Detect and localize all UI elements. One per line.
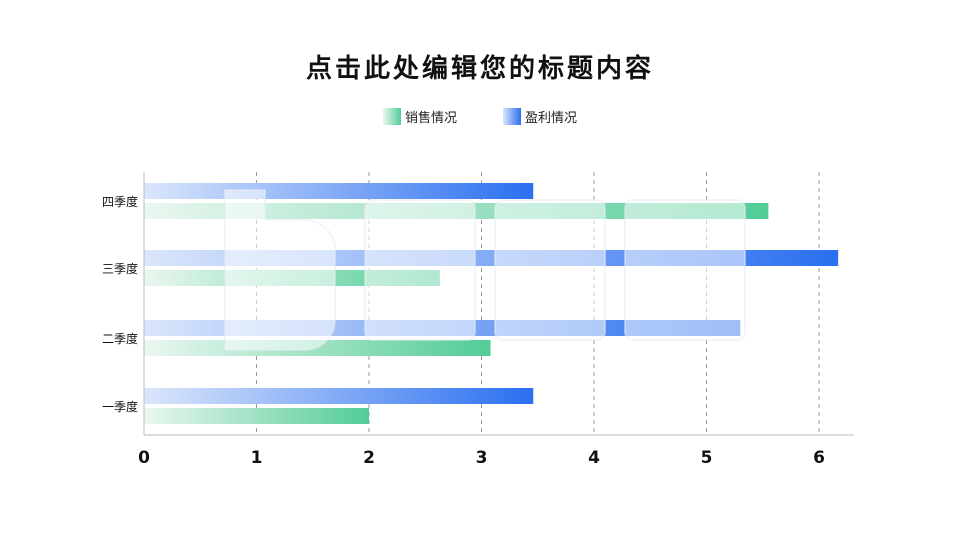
x-tick-label: 6 <box>813 448 825 468</box>
bar-sales <box>144 340 491 356</box>
category-label: 一季度 <box>102 399 138 414</box>
legend-label-sales: 销售情况 <box>404 111 457 126</box>
bar-profit <box>144 320 741 336</box>
bar-profit <box>144 250 839 266</box>
x-tick-label: 1 <box>251 448 263 468</box>
legend-swatch-sales <box>382 108 401 125</box>
bar-sales <box>144 203 769 219</box>
axes <box>143 172 854 436</box>
legend-item-profit[interactable]: 盈利情况 <box>503 107 577 126</box>
bar-sales <box>144 408 369 424</box>
x-tick-label: 5 <box>701 448 713 468</box>
bars <box>144 183 839 424</box>
legend-label-profit: 盈利情况 <box>525 111 578 126</box>
category-label: 二季度 <box>102 331 138 346</box>
category-label: 三季度 <box>102 261 138 276</box>
x-tick-label: 2 <box>363 448 375 468</box>
bar-profit <box>144 388 534 404</box>
legend-swatch-profit <box>503 108 521 125</box>
x-tick-label: 0 <box>138 448 150 468</box>
tick-labels: 一季度 二季度 三季度 四季度 0 1 2 3 4 5 6 <box>102 194 825 468</box>
bar-profit <box>144 183 534 199</box>
legend-item-sales[interactable]: 销售情况 <box>382 107 457 126</box>
chart-legend: 销售情况 盈利情况 <box>0 107 960 126</box>
x-tick-label: 4 <box>588 448 600 468</box>
category-label: 四季度 <box>102 194 138 209</box>
bar-sales <box>144 270 440 286</box>
x-tick-label: 3 <box>476 448 488 468</box>
chart-title[interactable]: 点击此处编辑您的标题内容 <box>305 54 654 84</box>
